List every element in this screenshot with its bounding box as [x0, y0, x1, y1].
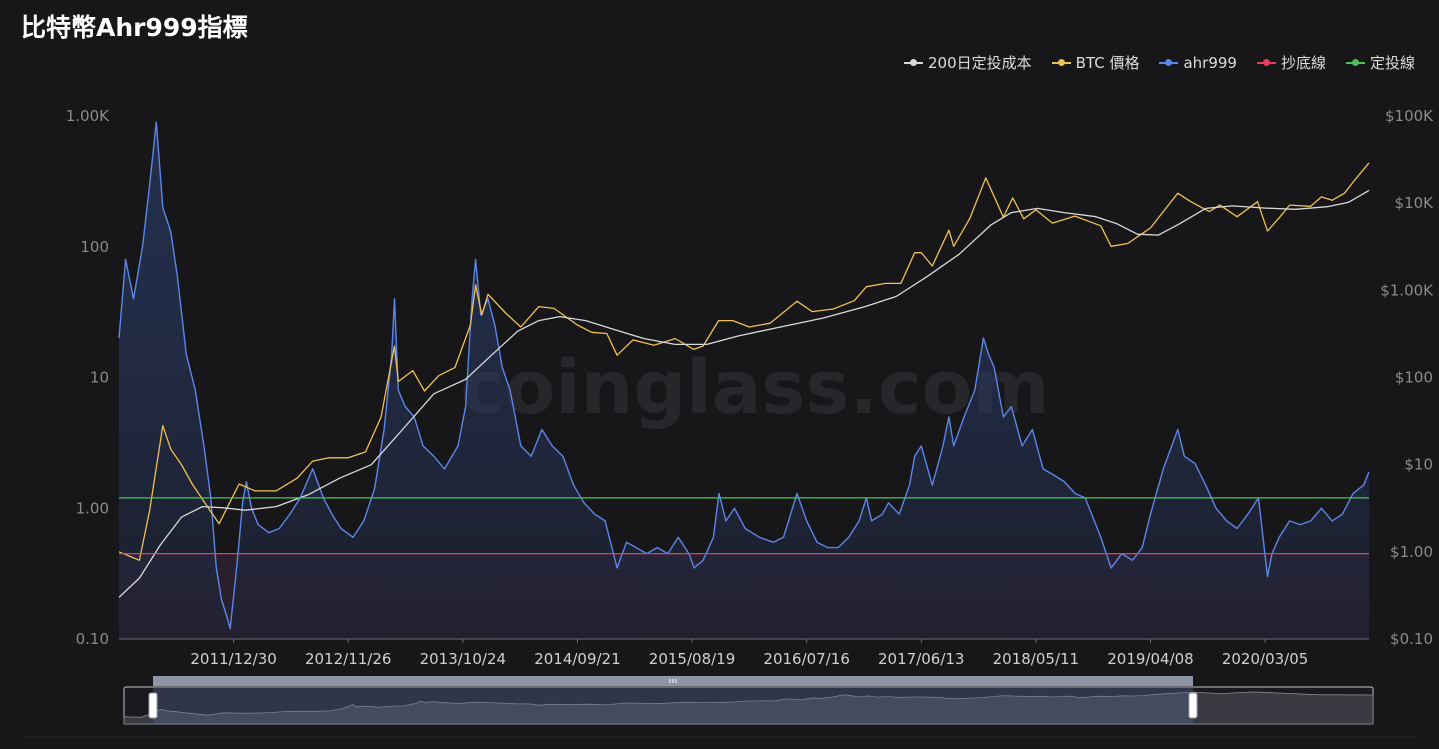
y-right-tick-label: $10: [1404, 456, 1433, 474]
y-left-tick-label: 10: [90, 369, 109, 387]
y-left-tick-label: 100: [80, 238, 109, 256]
slider-right-handle[interactable]: [1188, 692, 1198, 719]
legend-label: 定投線: [1369, 54, 1415, 72]
y-left-tick-label: 1.00K: [66, 107, 110, 125]
slider-overview-area: [123, 691, 1374, 725]
legend-line-icon: [1345, 58, 1365, 66]
legend-label: ahr999: [1183, 53, 1237, 72]
page-title: 比特幣Ahr999指標: [21, 13, 248, 42]
legend-line-icon: [1051, 58, 1071, 66]
legend-item-dca-cost[interactable]: 200日定投成本: [904, 52, 1032, 73]
x-tick-label: 2017/06/13: [878, 650, 964, 668]
series-line-ahr999: [118, 121, 1370, 630]
legend-item-ahr999[interactable]: ahr999: [1159, 52, 1237, 73]
x-tick-label: 2012/11/26: [305, 650, 391, 668]
x-tick-label: 2016/07/16: [763, 650, 849, 668]
y-right-tick-label: $100: [1395, 369, 1433, 387]
slider-selection[interactable]: [153, 687, 1193, 724]
x-tick-label: 2014/09/21: [534, 650, 620, 668]
x-tick-label: 2020/03/05: [1222, 650, 1308, 668]
legend-line-icon: [904, 58, 923, 66]
x-tick-label: 2015/08/19: [649, 650, 735, 668]
legend-line-icon: [1256, 58, 1276, 66]
y-right-tick-label: $0.10: [1390, 630, 1433, 648]
x-tick-label: 2013/10/24: [420, 650, 506, 668]
legend-label: BTC 價格: [1075, 54, 1140, 72]
legend-label: 200日定投成本: [928, 54, 1032, 72]
legend-item-dca-line[interactable]: 定投線: [1345, 52, 1415, 73]
chart-legend: 200日定投成本 BTC 價格 ahr999 抄底線 定投線: [904, 52, 1415, 73]
legend-line-icon: [1159, 58, 1179, 66]
zoom-slider[interactable]: [22, 676, 1417, 738]
series-line-btc-price: [118, 162, 1370, 561]
slider-left-handle[interactable]: [148, 692, 158, 719]
x-tick-label: 2019/04/08: [1107, 650, 1193, 668]
legend-item-bottom-line[interactable]: 抄底線: [1256, 52, 1326, 73]
y-left-tick-label: 0.10: [76, 630, 109, 648]
legend-item-btc-price[interactable]: BTC 價格: [1051, 52, 1140, 73]
series-line-dca-cost: [118, 189, 1370, 598]
y-right-tick-label: $100K: [1385, 107, 1434, 125]
y-left-tick-label: 1.00: [76, 499, 109, 517]
legend-label: 抄底線: [1280, 54, 1326, 72]
y-right-tick-label: $1.00: [1390, 543, 1433, 561]
y-right-tick-label: $10K: [1395, 194, 1435, 212]
ahr999-area: [119, 122, 1369, 639]
x-tick-label: 2018/05/11: [993, 650, 1079, 668]
y-right-tick-label: $1.00K: [1380, 281, 1434, 299]
x-tick-label: 2011/12/30: [190, 650, 276, 668]
watermark: coinglass.com: [460, 345, 1049, 431]
